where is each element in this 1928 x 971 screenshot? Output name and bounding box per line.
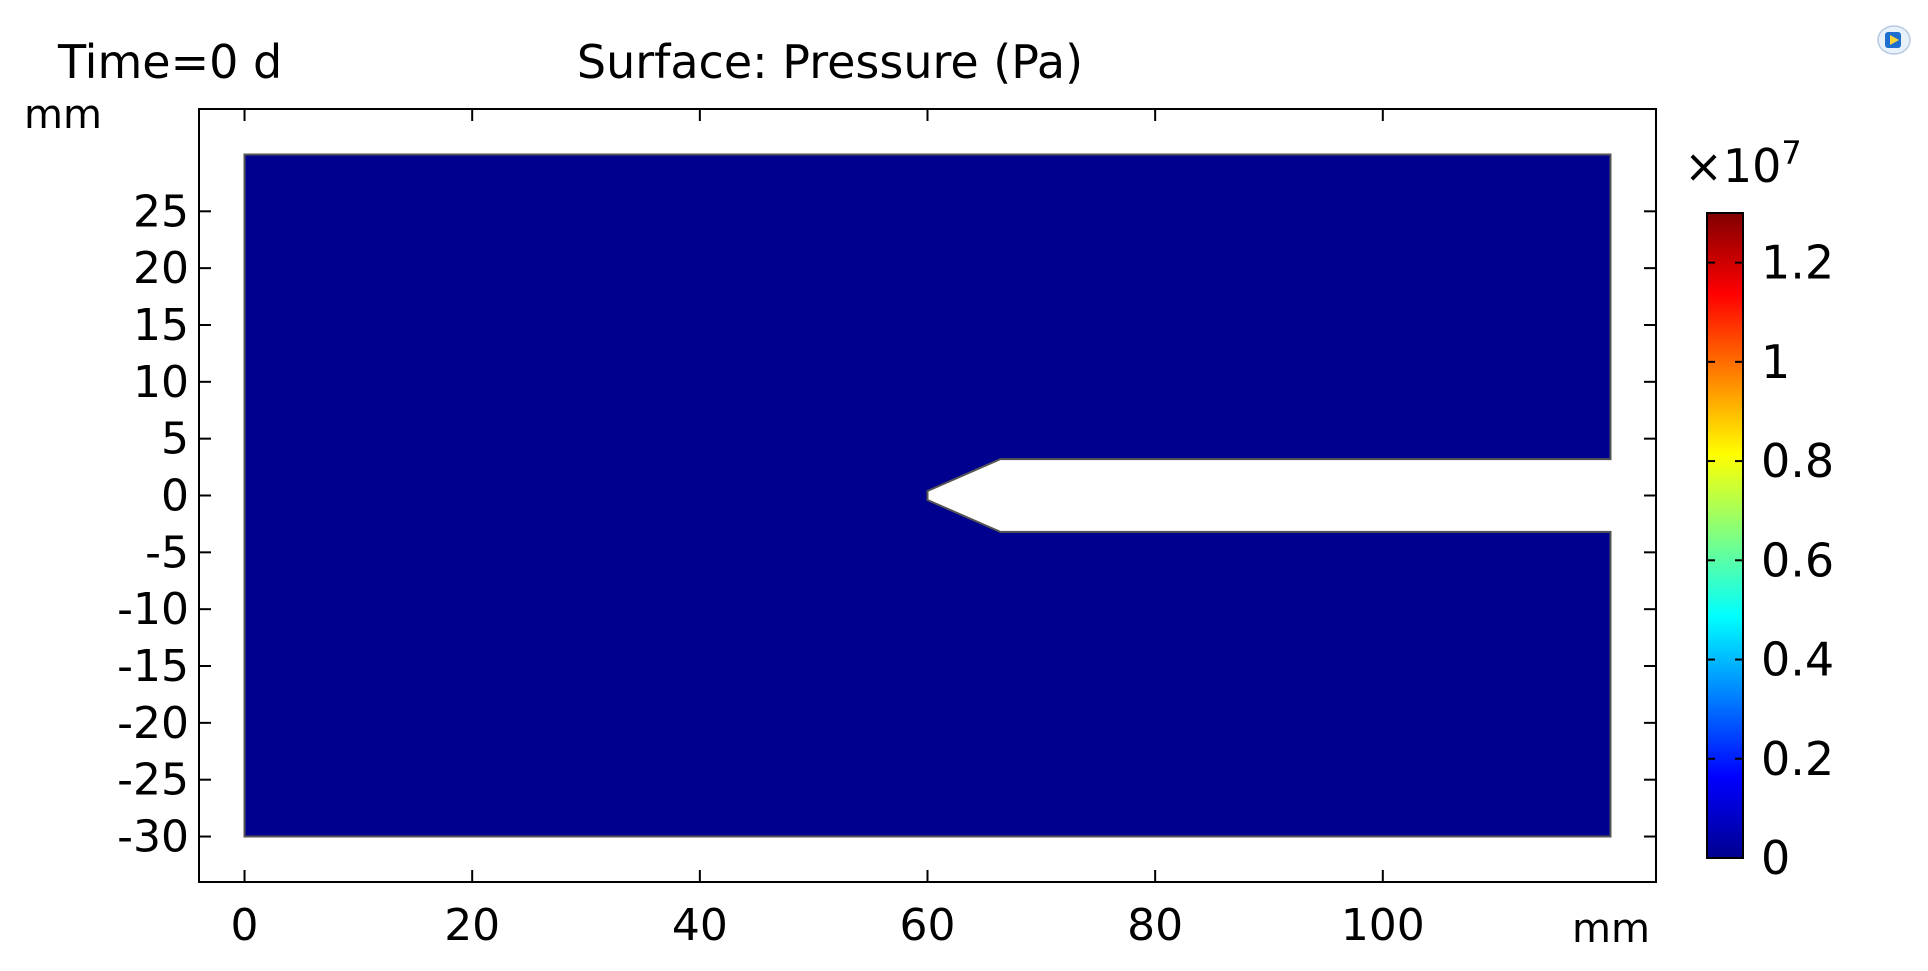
x-tick-label: 0 — [231, 900, 259, 951]
y-tick-label: -30 — [117, 812, 189, 863]
y-tick-label: 0 — [161, 471, 189, 522]
y-tick-label: 15 — [133, 300, 189, 351]
colorbar-tick-label: 1.2 — [1761, 236, 1834, 290]
x-axis-ticks: 0 20 40 60 80 100 — [231, 109, 1425, 951]
y-tick-label: 10 — [133, 357, 189, 408]
colorbar-tick-label: 0.8 — [1761, 434, 1834, 488]
colorbar-tick-label: 0.2 — [1761, 732, 1834, 786]
pressure-surface — [243, 153, 1612, 838]
y-tick-label: 5 — [161, 414, 189, 465]
x-tick-label: 40 — [672, 900, 728, 951]
colorbar-tick-label: 0.4 — [1761, 633, 1834, 687]
colorbar-tick-label: 1 — [1761, 335, 1790, 389]
y-tick-label: -5 — [145, 527, 189, 578]
y-axis-ticks: 25 20 15 10 5 0-5 -10 -15 -20 -25 -30 — [117, 186, 1656, 863]
colorbar — [1706, 212, 1744, 859]
x-axis-unit: mm — [1572, 906, 1650, 952]
x-tick-label: 100 — [1341, 900, 1425, 951]
comsol-logo-icon — [1877, 25, 1911, 55]
x-tick-label: 60 — [900, 900, 956, 951]
colorbar-multiplier: ×107 — [1684, 134, 1801, 193]
colorbar-tick-label: 0.6 — [1761, 533, 1834, 587]
colorbar-tick-label: 0 — [1761, 831, 1790, 885]
plot-title: Surface: Pressure (Pa) — [577, 35, 1083, 89]
colorbar-multiplier-base: ×10 — [1684, 139, 1781, 193]
y-tick-label: 25 — [133, 186, 189, 237]
time-label: Time=0 d — [57, 35, 282, 89]
x-tick-label: 80 — [1127, 900, 1183, 951]
x-tick-label: 20 — [444, 900, 500, 951]
y-tick-label: 20 — [133, 243, 189, 294]
y-tick-label: -15 — [117, 641, 189, 692]
colorbar-multiplier-exponent: 7 — [1781, 134, 1801, 172]
y-axis-unit: mm — [24, 92, 102, 138]
y-tick-label: -20 — [117, 698, 189, 749]
y-tick-label: -10 — [117, 584, 189, 635]
y-tick-label: -25 — [117, 755, 189, 806]
colorbar-ticks: 1.2 1 0.8 0.6 0.4 0.2 0 — [1707, 236, 1834, 885]
